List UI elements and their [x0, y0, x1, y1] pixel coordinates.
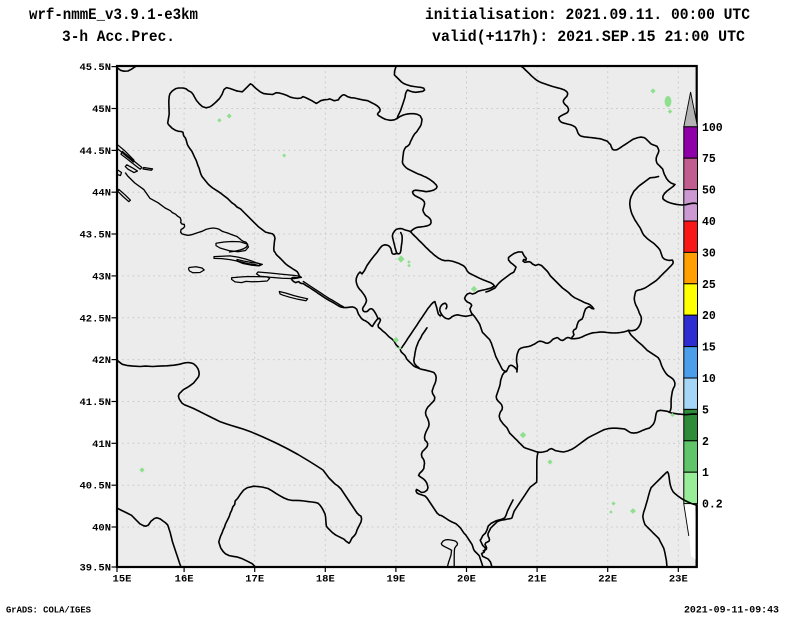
svg-text:42N: 42N — [92, 355, 111, 367]
svg-text:100: 100 — [702, 122, 723, 135]
svg-text:41N: 41N — [92, 439, 111, 451]
svg-text:19E: 19E — [386, 574, 405, 586]
svg-text:43.5N: 43.5N — [79, 230, 111, 242]
svg-text:41.5N: 41.5N — [79, 397, 111, 409]
svg-text:50: 50 — [702, 185, 716, 198]
svg-text:18E: 18E — [316, 574, 335, 586]
svg-text:75: 75 — [702, 153, 716, 166]
svg-text:5: 5 — [702, 404, 709, 417]
svg-text:17E: 17E — [245, 574, 264, 586]
svg-text:GrADS: COLA/IGES: GrADS: COLA/IGES — [6, 605, 91, 616]
svg-text:21E: 21E — [528, 574, 547, 586]
svg-text:15: 15 — [702, 342, 716, 355]
svg-text:1: 1 — [702, 467, 709, 480]
svg-text:2: 2 — [702, 436, 709, 449]
svg-text:0.2: 0.2 — [702, 499, 723, 512]
svg-text:23E: 23E — [669, 574, 688, 586]
svg-text:16E: 16E — [175, 574, 194, 586]
svg-text:39.5N: 39.5N — [79, 563, 111, 575]
svg-text:45.5N: 45.5N — [79, 62, 111, 74]
svg-text:3-h Acc.Prec.: 3-h Acc.Prec. — [62, 28, 175, 46]
svg-text:43N: 43N — [92, 271, 111, 283]
svg-text:2021-09-11-09:43: 2021-09-11-09:43 — [684, 605, 779, 617]
svg-text:10: 10 — [702, 373, 716, 386]
svg-text:15E: 15E — [113, 574, 132, 586]
svg-text:40: 40 — [702, 216, 716, 229]
svg-text:20E: 20E — [457, 574, 476, 586]
svg-text:valid(+117h): 2021.SEP.15 21:0: valid(+117h): 2021.SEP.15 21:00 UTC — [432, 28, 745, 46]
svg-text:44N: 44N — [92, 188, 111, 200]
svg-text:44.5N: 44.5N — [79, 146, 111, 158]
svg-text:42.5N: 42.5N — [79, 313, 111, 325]
svg-text:wrf-nmmE_v3.9.1-e3km: wrf-nmmE_v3.9.1-e3km — [29, 6, 198, 24]
svg-text:20: 20 — [702, 310, 716, 323]
svg-text:30: 30 — [702, 247, 716, 260]
svg-text:initialisation: 2021.09.11. 0: initialisation: 2021.09.11. 00:00 UTC — [425, 6, 750, 24]
svg-text:25: 25 — [702, 279, 716, 292]
svg-text:40.5N: 40.5N — [79, 481, 111, 493]
svg-text:45N: 45N — [92, 104, 111, 116]
svg-text:40N: 40N — [92, 523, 111, 535]
svg-text:22E: 22E — [598, 574, 617, 586]
